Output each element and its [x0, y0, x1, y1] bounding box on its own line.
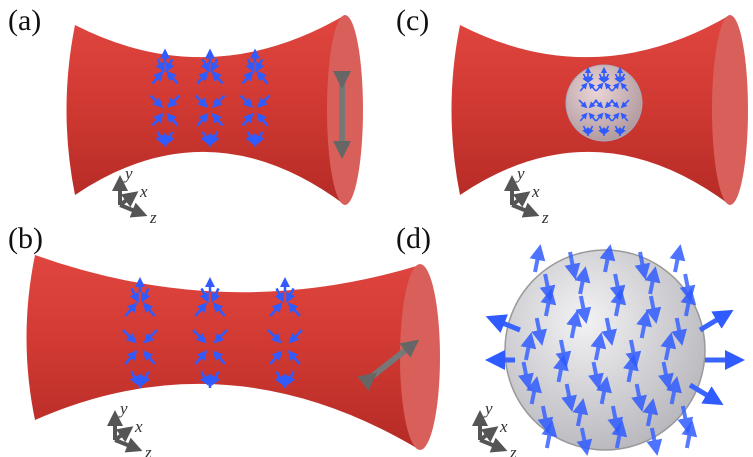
- beam: [27, 255, 441, 450]
- beam: [67, 15, 364, 205]
- axis: [480, 440, 500, 448]
- axis-label: x: [139, 182, 148, 201]
- axis-label: y: [483, 399, 493, 418]
- axis-label: y: [123, 164, 133, 183]
- field-arrow: [687, 428, 691, 448]
- axis-label: z: [149, 208, 157, 227]
- axis-label: y: [515, 164, 525, 183]
- panel-label: (a): [8, 4, 41, 37]
- axis-label: x: [499, 417, 508, 436]
- sphere: [505, 250, 705, 450]
- axes-glyph: yxz: [480, 399, 517, 457]
- field-arrow: [700, 315, 725, 330]
- axes-glyph: yxz: [115, 399, 152, 457]
- axes-glyph: yxz: [512, 164, 549, 227]
- field-arrow: [535, 252, 539, 272]
- beam: [452, 15, 749, 205]
- axis-label: z: [509, 443, 517, 457]
- axis: [115, 440, 135, 448]
- panel-label: (d): [396, 222, 431, 255]
- axis-label: x: [134, 417, 143, 436]
- figure: (a)yxz(b)yxz(c)yxz(d)yxz: [0, 0, 753, 457]
- axis-label: z: [144, 443, 152, 457]
- axes-glyph: yxz: [120, 164, 157, 227]
- panel-label: (b): [8, 222, 43, 255]
- axis-label: x: [531, 182, 540, 201]
- panel-label: (c): [396, 4, 429, 37]
- axis-label: z: [541, 208, 549, 227]
- axis: [120, 205, 140, 213]
- axis: [512, 205, 532, 213]
- axis-label: y: [118, 399, 128, 418]
- field-arrow: [675, 252, 679, 272]
